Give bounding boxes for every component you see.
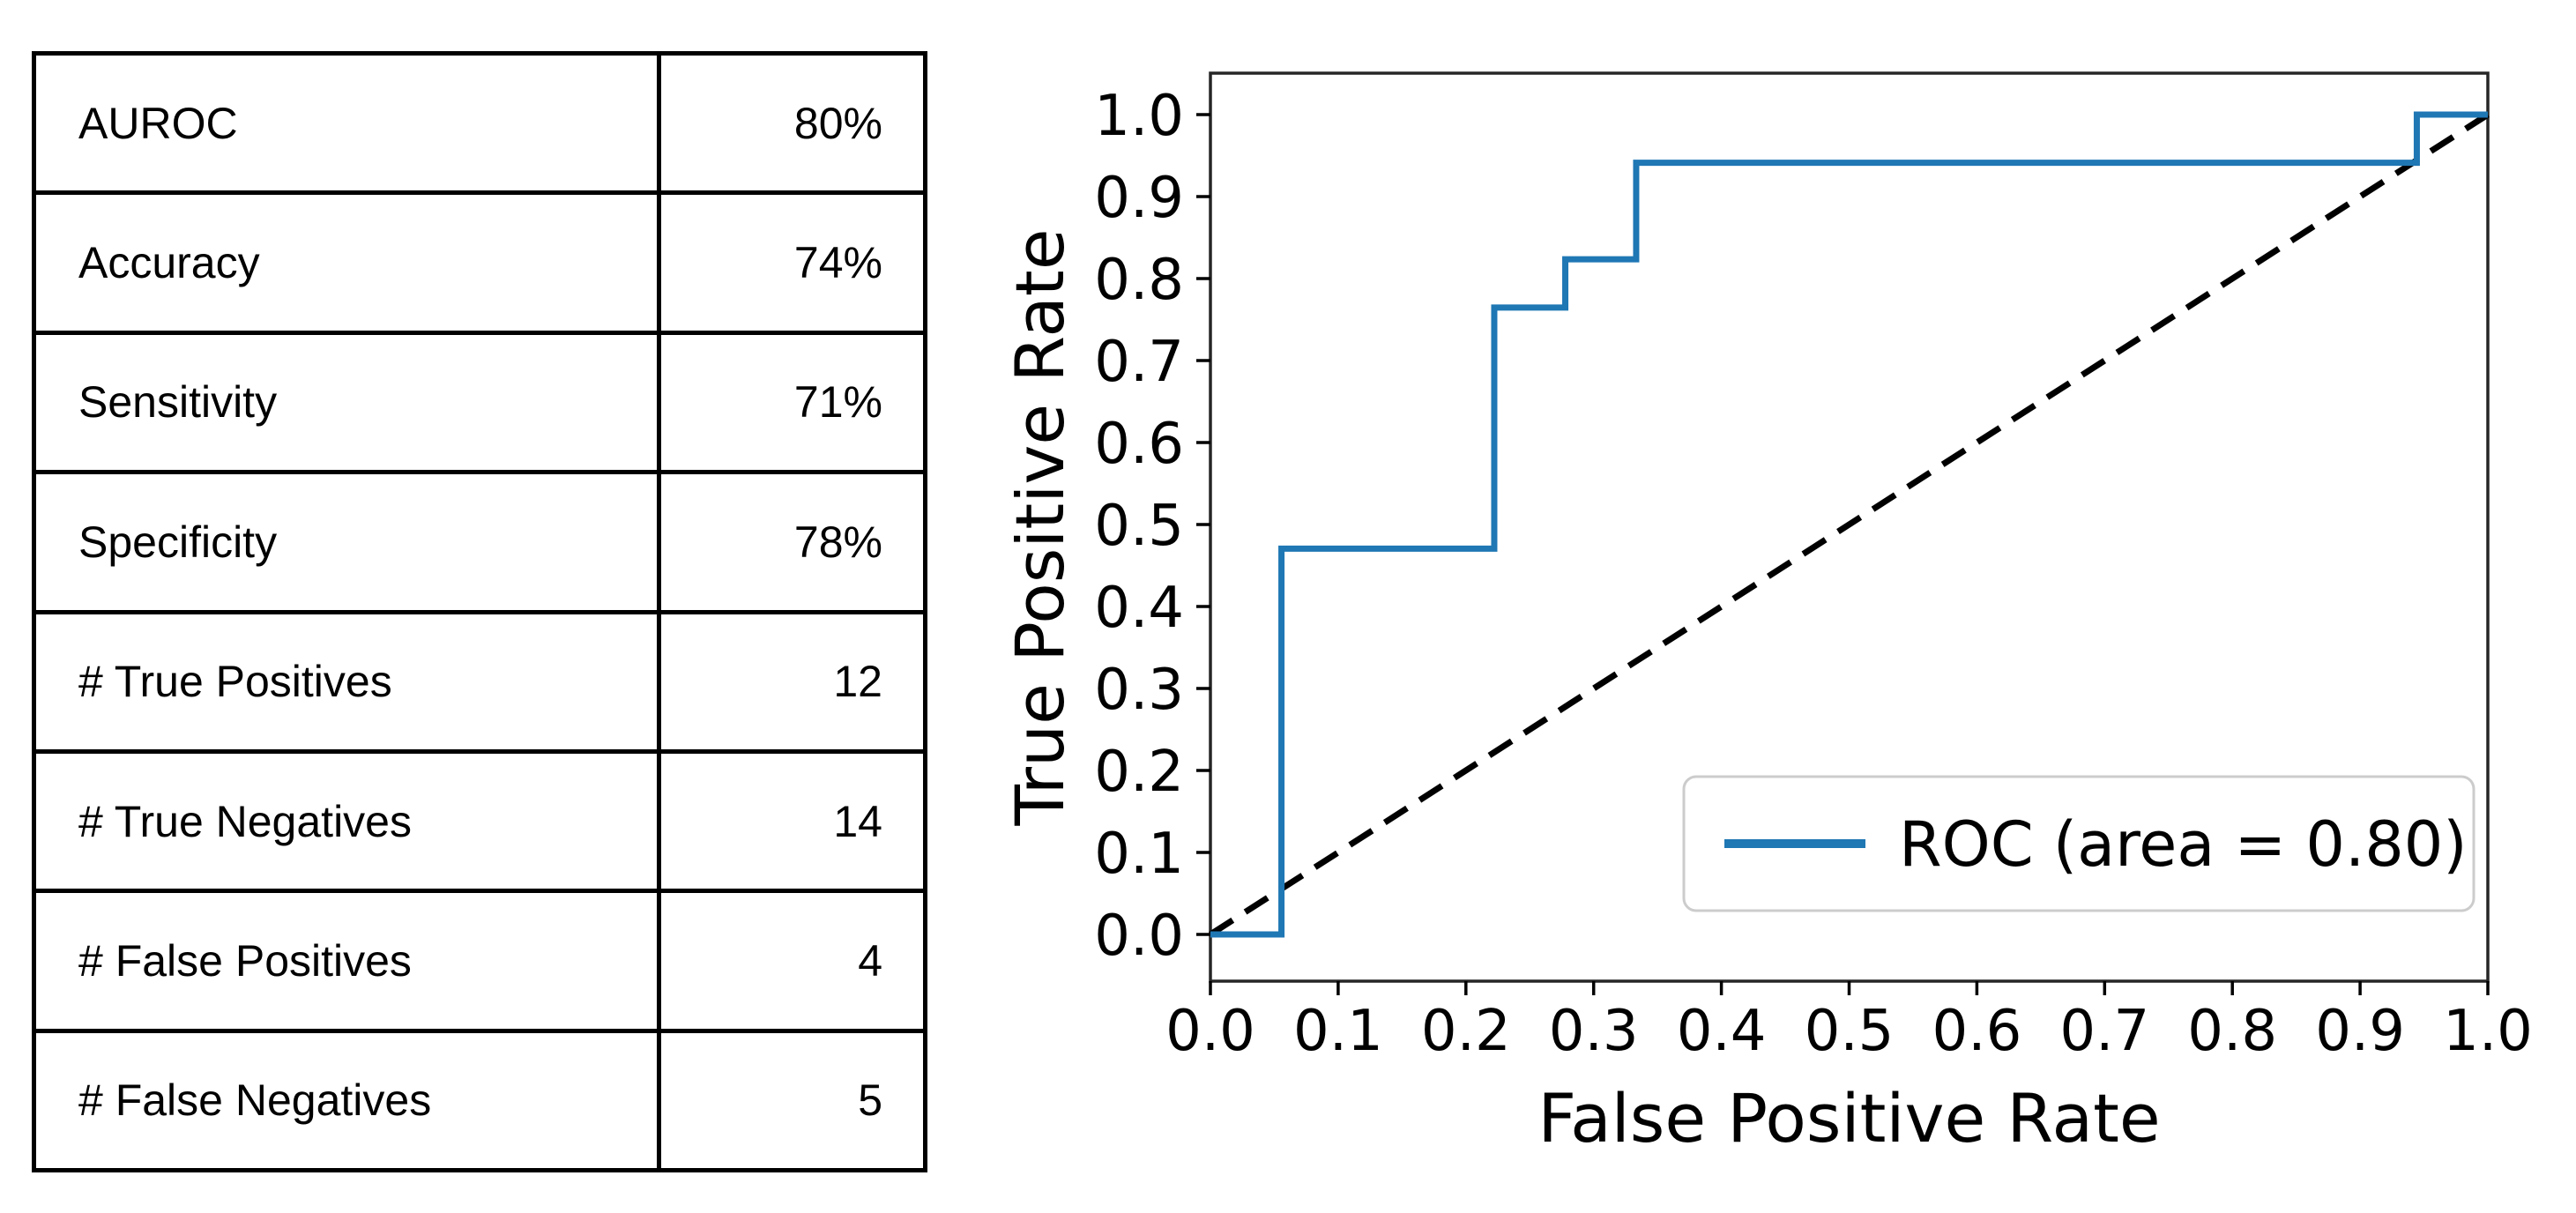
- roc-chart-svg: 0.0 0.1 0.2 0.3 0.4 0.5 0.6 0.7 0.8 0.9 1.0 0.0 0.1 0…: [1014, 71, 2533, 1157]
- x-tick-label: 0.2: [1421, 999, 1511, 1064]
- metric-value: 14: [657, 748, 927, 894]
- legend-label: ROC (area = 0.80): [1899, 808, 2468, 881]
- metric-value: 71%: [657, 330, 927, 475]
- metric-value: 74%: [657, 190, 927, 335]
- y-tick-label: 0.1: [1094, 822, 1184, 887]
- y-tick-label: 0.7: [1094, 330, 1184, 395]
- table-row: AUROC 80%: [32, 50, 927, 196]
- x-tick-label: 0.0: [1165, 999, 1255, 1064]
- table-row: Accuracy 74%: [32, 190, 927, 335]
- x-tick-label: 0.7: [2059, 999, 2149, 1064]
- roc-curve-line: [1210, 111, 2488, 938]
- metric-label: Specificity: [32, 470, 661, 614]
- table-row: Specificity 78%: [32, 470, 927, 614]
- table-row: # False Positives 4: [32, 889, 927, 1033]
- y-axis-title: True Positive Rate: [1014, 229, 1079, 827]
- y-tick-label: 0.3: [1094, 658, 1184, 723]
- y-tick-label: 0.0: [1094, 904, 1184, 969]
- x-tick-label: 0.5: [1805, 999, 1895, 1064]
- x-tick-label: 0.9: [2315, 999, 2405, 1064]
- metric-label: # False Negatives: [32, 1028, 661, 1173]
- y-tick-label: 0.9: [1094, 166, 1184, 231]
- x-tick-label: 0.6: [1932, 999, 2022, 1064]
- y-tick-label: 0.5: [1094, 494, 1184, 559]
- table-row: # False Negatives 5: [32, 1028, 927, 1173]
- metric-label: # True Positives: [32, 609, 661, 754]
- chance-diagonal-line: [1209, 112, 2490, 937]
- metric-value: 12: [657, 609, 927, 754]
- metric-value: 5: [657, 1028, 927, 1173]
- metric-label: Accuracy: [32, 190, 661, 335]
- metric-label: Sensitivity: [32, 330, 661, 475]
- y-tick-label: 1.0: [1094, 84, 1184, 149]
- y-tick-label: 0.4: [1094, 576, 1184, 641]
- metric-value: 80%: [657, 50, 927, 196]
- metric-label: # True Negatives: [32, 748, 661, 894]
- metric-value: 4: [657, 889, 927, 1033]
- x-axis-title: False Positive Rate: [1537, 1079, 2160, 1157]
- y-tick-label: 0.6: [1094, 412, 1184, 477]
- x-tick-label: 0.4: [1677, 999, 1767, 1064]
- x-tick-label: 0.1: [1293, 999, 1383, 1064]
- table-row: # True Negatives 14: [32, 748, 927, 894]
- metric-label: AUROC: [32, 50, 661, 196]
- metric-label: # False Positives: [32, 889, 661, 1033]
- y-tick-label: 0.2: [1094, 740, 1184, 805]
- table-row: # True Positives 12: [32, 609, 927, 754]
- x-tick-label: 0.3: [1549, 999, 1639, 1064]
- metrics-table: AUROC 80% Accuracy 74% Sensitivity 71% S…: [32, 50, 927, 1173]
- legend-box: [1682, 775, 2475, 912]
- metric-value: 78%: [657, 470, 927, 614]
- y-tick-label: 0.8: [1094, 248, 1184, 313]
- roc-chart: 0.0 0.1 0.2 0.3 0.4 0.5 0.6 0.7 0.8 0.9 1.0 0.0 0.1 0…: [1014, 0, 2576, 1213]
- x-tick-label: 0.8: [2187, 999, 2277, 1064]
- x-tick-label: 1.0: [2443, 999, 2533, 1064]
- table-row: Sensitivity 71%: [32, 330, 927, 475]
